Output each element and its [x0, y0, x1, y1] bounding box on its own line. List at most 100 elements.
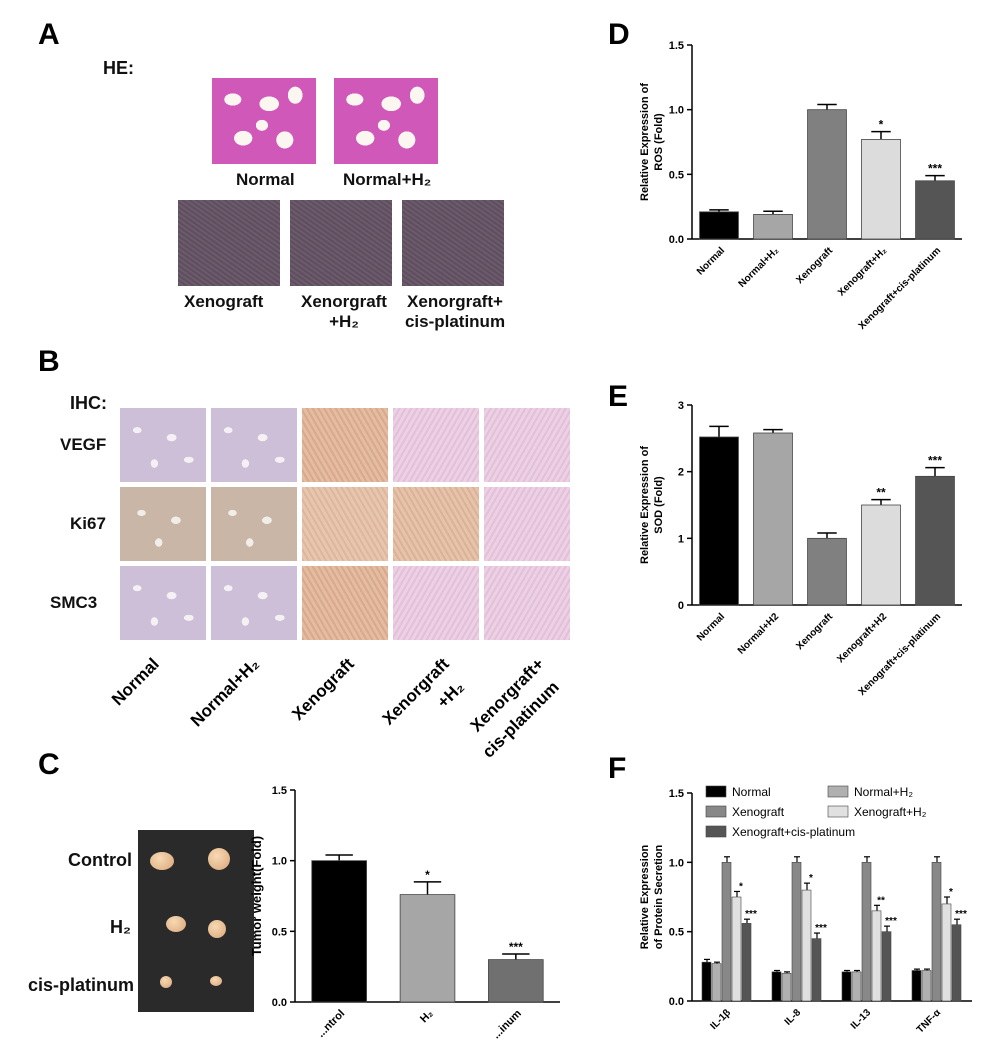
panel-b-letter: B — [38, 345, 60, 378]
legend-label: Xenograft+cis-platinum — [732, 825, 855, 839]
significance-label: * — [949, 887, 953, 898]
significance-label: *** — [885, 916, 897, 927]
x-tick-label: Xenograft — [794, 611, 835, 652]
ihc-vegf-xenograft-h2-image — [393, 408, 479, 482]
bar-3-1 — [801, 889, 812, 1002]
tumor-cis-2 — [210, 976, 222, 986]
y-tick-label: 0 — [678, 600, 684, 612]
y-tick-label: 2 — [678, 467, 684, 479]
y-axis-label: Relative Expression — [639, 844, 651, 949]
bar-1-3 — [921, 970, 932, 1002]
significance-label: ** — [877, 895, 885, 906]
significance-label: * — [425, 868, 430, 882]
bar-4 — [915, 475, 955, 606]
legend-swatch — [827, 785, 849, 798]
y-axis-label-2: of Protein Secretion — [653, 844, 665, 949]
panel-c-letter: C — [38, 748, 60, 781]
bar-3-2 — [871, 910, 882, 1002]
y-tick-label: 1.0 — [272, 856, 287, 868]
y-axis-label: Tumor weight(Fold) — [249, 836, 264, 956]
x-tick-label: H₂ — [418, 1008, 436, 1026]
chart-d: 0.0 0.5 1.0 1.5 Relative Expression of ROS (F… — [639, 40, 962, 332]
x-tick-label: IL-8 — [783, 1007, 804, 1028]
bar-4-1 — [811, 938, 822, 1002]
panel-e-letter: E — [608, 380, 629, 413]
he-normal-h2-label: Normal+H₂ — [343, 170, 432, 189]
he-xenograft-cis-image — [402, 200, 504, 286]
tumor-h2-1 — [166, 916, 186, 932]
ihc-col-xenograft-h2-l2: +H₂ — [433, 677, 467, 711]
bar-3 — [861, 504, 901, 606]
x-tick-label: Xenograft+H2 — [835, 611, 889, 665]
ihc-smc3-xenograft-h2-image — [393, 566, 479, 640]
ihc-col-normal-h2: Normal+H₂ — [187, 654, 263, 730]
bar-1 — [753, 214, 793, 240]
tumor-row-control: Control — [68, 850, 132, 870]
significance-label: *** — [815, 923, 827, 934]
bar-1-2 — [851, 971, 862, 1002]
bar-2-1 — [791, 862, 802, 1002]
x-tick-label: Normal — [695, 245, 727, 277]
y-tick-label: 1.5 — [669, 788, 684, 800]
bar-3-3 — [941, 903, 952, 1002]
significance-label: *** — [928, 454, 942, 468]
chart-f: 0.0 0.5 1.0 1.5 Relative Expression of Protei… — [639, 785, 972, 1036]
bar-0 — [699, 436, 739, 606]
legend-label: Normal+H₂ — [854, 785, 913, 799]
he-xenograft-h2-image — [290, 200, 392, 286]
he-normal-label: Normal — [236, 170, 295, 189]
bar-2 — [807, 109, 847, 240]
legend-swatch — [705, 785, 727, 798]
significance-label: * — [739, 881, 743, 892]
legend-swatch — [705, 825, 727, 838]
he-stain-label: HE: — [103, 58, 134, 78]
tumor-cis-1 — [160, 976, 172, 988]
bar-0-2 — [841, 971, 852, 1002]
tumor-control-1 — [150, 852, 174, 870]
y-tick-label: 3 — [678, 400, 684, 412]
bar-2-3 — [931, 862, 942, 1002]
y-tick-label: 1.5 — [272, 785, 287, 797]
bar-1-0 — [711, 963, 722, 1002]
bar-4-3 — [951, 924, 962, 1002]
x-tick-label: IL-1β — [708, 1007, 733, 1032]
panel-d-letter: D — [608, 18, 630, 51]
bar-1 — [753, 432, 793, 606]
he-normal-image — [212, 78, 316, 164]
significance-label: *** — [955, 909, 967, 920]
ihc-column-labels: Normal Normal+H₂ Xenograft Xenorgraft +H… — [108, 654, 563, 761]
legend-label: Normal — [732, 785, 771, 799]
bar-2-2 — [861, 862, 872, 1002]
y-tick-label: 1 — [678, 533, 684, 545]
ihc-vegf-xenograft-cis-image — [484, 408, 570, 482]
chart-e: 0 1 2 3 Relative Expression of SOD (Fold) Norm… — [639, 400, 962, 698]
x-tick-label: Normal — [695, 611, 727, 643]
y-tick-label: 1.5 — [669, 40, 684, 52]
x-tick-label: TNF-α — [915, 1007, 944, 1036]
ihc-vegf-normal-h2-image — [211, 408, 297, 482]
bar-0-1 — [771, 971, 782, 1002]
bar-4-0 — [741, 923, 752, 1002]
bar-4 — [915, 180, 955, 240]
ihc-ki67-normal-h2-image — [211, 487, 297, 561]
ihc-ki67-xenograft-image — [302, 487, 388, 561]
y-axis-label-2: ROS (Fold) — [653, 113, 665, 171]
x-tick-label: Xenograft+H₂ — [836, 245, 889, 298]
significance-label: ** — [876, 486, 886, 500]
ihc-smc3-normal-image — [120, 566, 206, 640]
ihc-ki67-xenograft-cis-image — [484, 487, 570, 561]
tumor-photo — [138, 830, 254, 1012]
tumor-row-h2: H₂ — [110, 917, 131, 937]
ihc-col-normal: Normal — [108, 654, 163, 709]
significance-label: * — [809, 873, 813, 884]
bar-1 — [399, 894, 456, 1003]
x-tick-label: Normal+H2 — [736, 611, 782, 657]
y-axis-label: Relative Expression of — [639, 446, 651, 564]
bar-3 — [861, 139, 901, 240]
ihc-smc3-xenograft-cis-image — [484, 566, 570, 640]
legend-label: Xenograft+H₂ — [854, 805, 927, 819]
bar-0-3 — [911, 970, 922, 1002]
x-tick-label: ...ntrol — [315, 1008, 347, 1040]
bar-4-2 — [881, 931, 892, 1002]
ihc-col-xenograft: Xenograft — [288, 654, 358, 724]
